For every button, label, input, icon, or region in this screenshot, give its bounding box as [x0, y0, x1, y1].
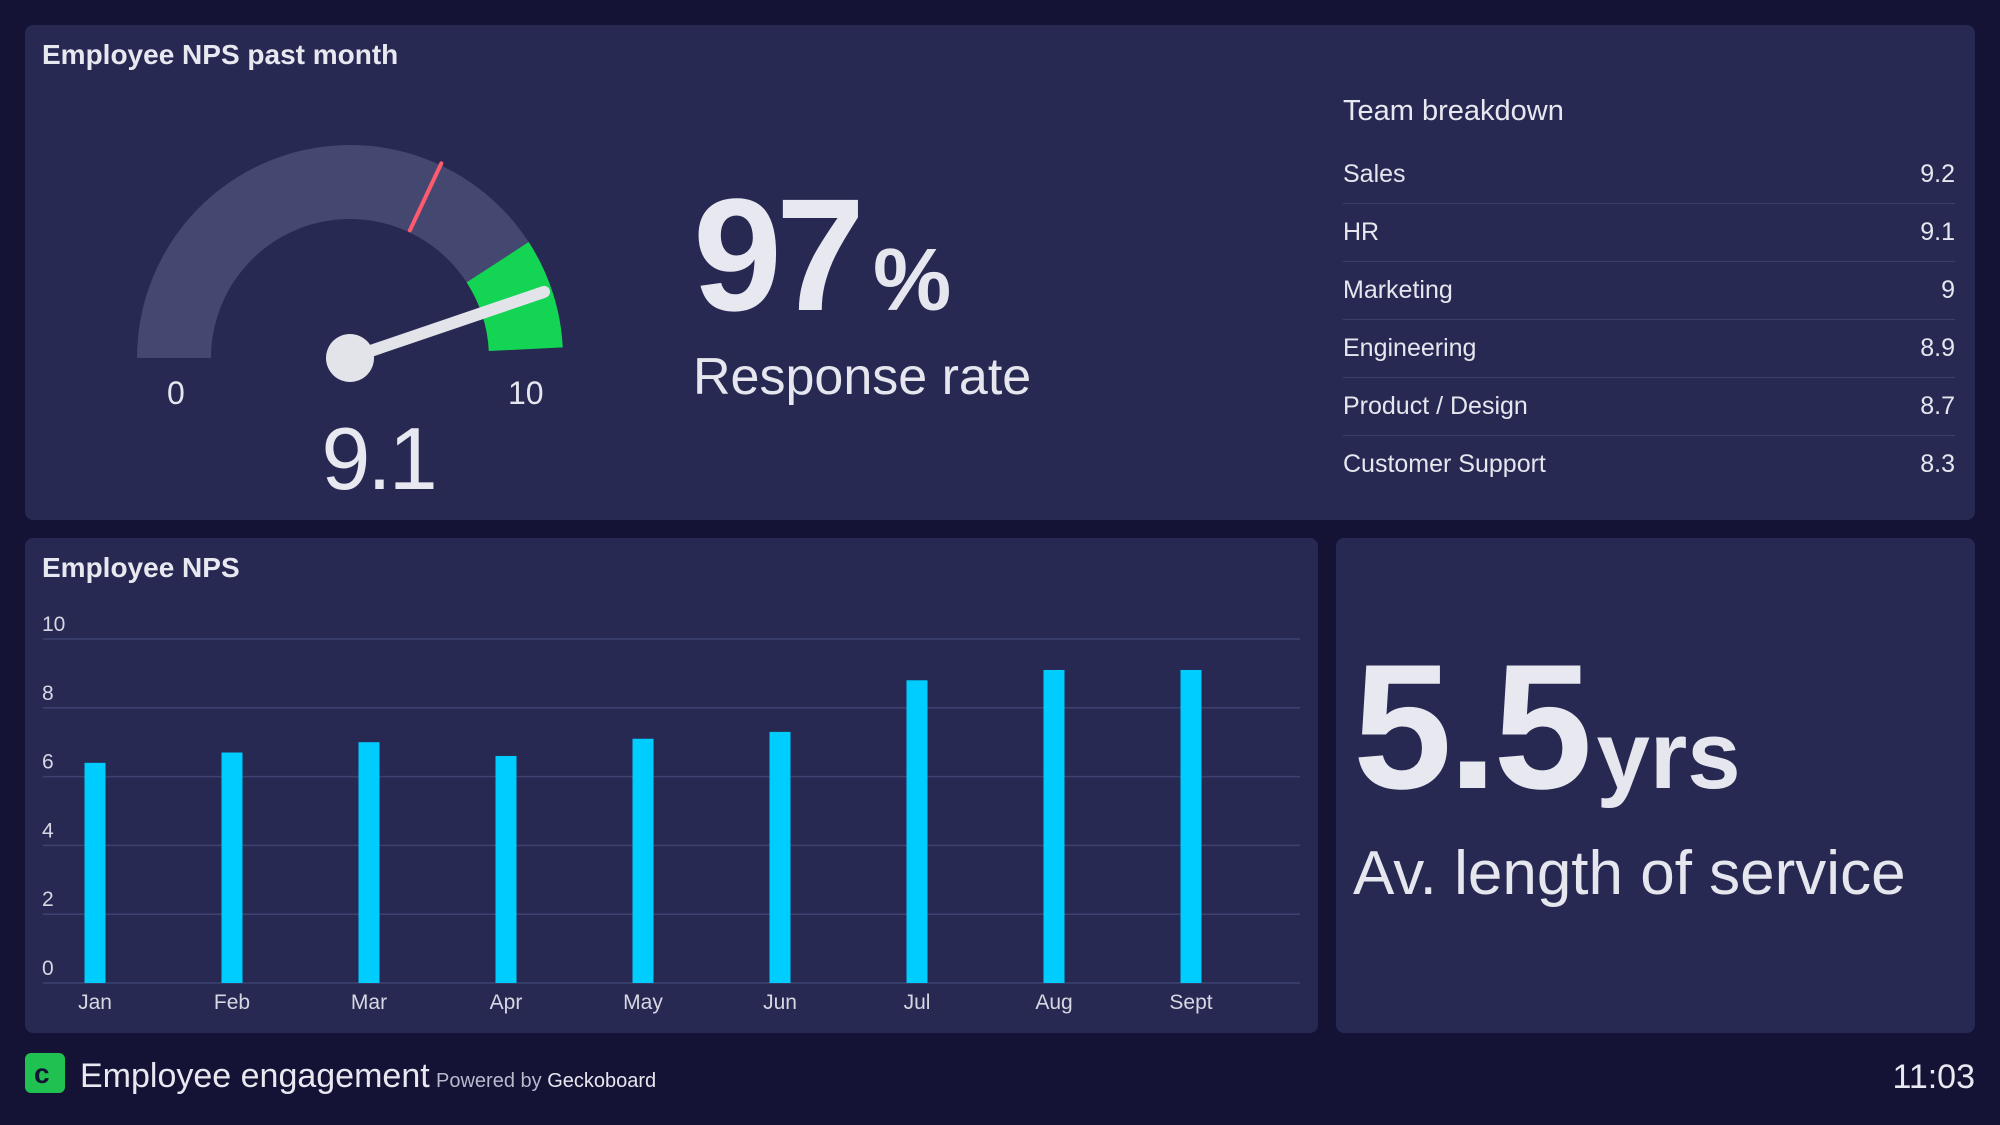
team-name: Customer Support	[1343, 450, 1546, 478]
bar	[84, 762, 106, 983]
service-length-panel: 5.5yrs Av. length of service	[1336, 538, 1975, 1033]
panel-title: Employee NPS	[42, 552, 240, 583]
x-tick-label: May	[623, 991, 663, 1014]
bar	[358, 742, 380, 983]
powered-by-prefix: Powered by	[436, 1070, 542, 1092]
service-length-number: 5.5	[1353, 627, 1592, 826]
nps-bar-chart: 0 2 4 6 8 10 Jan Feb Mar Apr May Jun Jul Aug Sept	[42, 613, 1300, 1014]
bar	[906, 680, 928, 983]
list-item: Product / Design 8.7	[1343, 378, 1955, 436]
bar	[1043, 669, 1065, 983]
nps-gauge	[137, 145, 563, 382]
x-tick-label: Apr	[490, 991, 523, 1014]
dashboard-title: Employee engagement	[80, 1057, 430, 1095]
bar	[221, 752, 243, 983]
list-item: Marketing 9	[1343, 262, 1955, 320]
y-tick-label: 0	[42, 957, 54, 980]
gauge-hub	[326, 334, 374, 382]
bar	[495, 755, 517, 983]
team-name: HR	[1343, 218, 1380, 246]
service-length-figure: 5.5yrs	[1353, 638, 1741, 816]
list-item: Customer Support 8.3	[1343, 436, 1955, 493]
response-rate-number: 97	[693, 165, 865, 344]
x-tick-label: Jul	[904, 991, 931, 1014]
response-rate-figure: 97%	[693, 175, 951, 335]
x-tick-label: Mar	[351, 991, 387, 1014]
team-score: 9.1	[1920, 218, 1955, 246]
powered-by-brand: Geckoboard	[547, 1070, 657, 1092]
list-item: HR 9.1	[1343, 204, 1955, 262]
team-score: 8.7	[1920, 392, 1955, 420]
x-tick-label: Aug	[1035, 991, 1072, 1014]
team-name: Marketing	[1343, 276, 1453, 304]
nps-chart-panel: Employee NPS 0 2 4 6 8 10 Jan Feb Mar Apr May Jun Ju…	[25, 538, 1318, 1033]
list-item: Engineering 8.9	[1343, 320, 1955, 378]
team-score: 9.2	[1920, 160, 1955, 188]
gauge-min-label: 0	[167, 375, 185, 411]
team-name: Sales	[1343, 160, 1406, 188]
geckoboard-logo-icon: с	[25, 1053, 65, 1093]
panel-title: Employee NPS past month	[42, 39, 399, 70]
y-tick-label: 6	[42, 751, 54, 774]
team-name: Engineering	[1343, 334, 1477, 362]
gauge-track	[137, 145, 563, 358]
x-tick-label: Feb	[214, 991, 250, 1014]
bar	[769, 731, 791, 983]
team-breakdown-title: Team breakdown	[1343, 95, 1564, 127]
list-item: Sales 9.2	[1343, 146, 1955, 204]
y-tick-label: 8	[42, 682, 54, 705]
team-name: Product / Design	[1343, 392, 1528, 420]
x-tick-label: Sept	[1169, 991, 1212, 1014]
clock: 11:03	[1892, 1058, 1975, 1096]
response-rate-label: Response rate	[693, 348, 1032, 406]
response-rate-unit: %	[872, 230, 952, 329]
bar	[1180, 669, 1202, 983]
y-tick-label: 2	[42, 888, 54, 911]
service-length-unit: yrs	[1596, 702, 1741, 809]
powered-by: Powered by Geckoboard	[436, 1070, 656, 1093]
team-score: 8.9	[1920, 334, 1955, 362]
gauge-max-label: 10	[508, 375, 544, 411]
bar	[632, 738, 654, 983]
gauge-needle	[344, 285, 551, 364]
team-breakdown: Team breakdown Sales 9.2 HR 9.1 Marketin…	[1343, 95, 1955, 493]
y-tick-label: 4	[42, 819, 54, 842]
service-length-label: Av. length of service	[1353, 839, 1906, 908]
x-tick-label: Jan	[78, 991, 112, 1014]
gauge-threshold-marker	[407, 161, 444, 233]
team-score: 9	[1941, 276, 1955, 304]
gauge-value: 9.1	[321, 409, 437, 508]
y-tick-label: 10	[42, 613, 65, 636]
nps-summary-panel: Employee NPS past month 0 10 9.1 97% Res…	[25, 25, 1975, 520]
team-score: 8.3	[1920, 450, 1955, 478]
x-tick-label: Jun	[763, 991, 797, 1014]
